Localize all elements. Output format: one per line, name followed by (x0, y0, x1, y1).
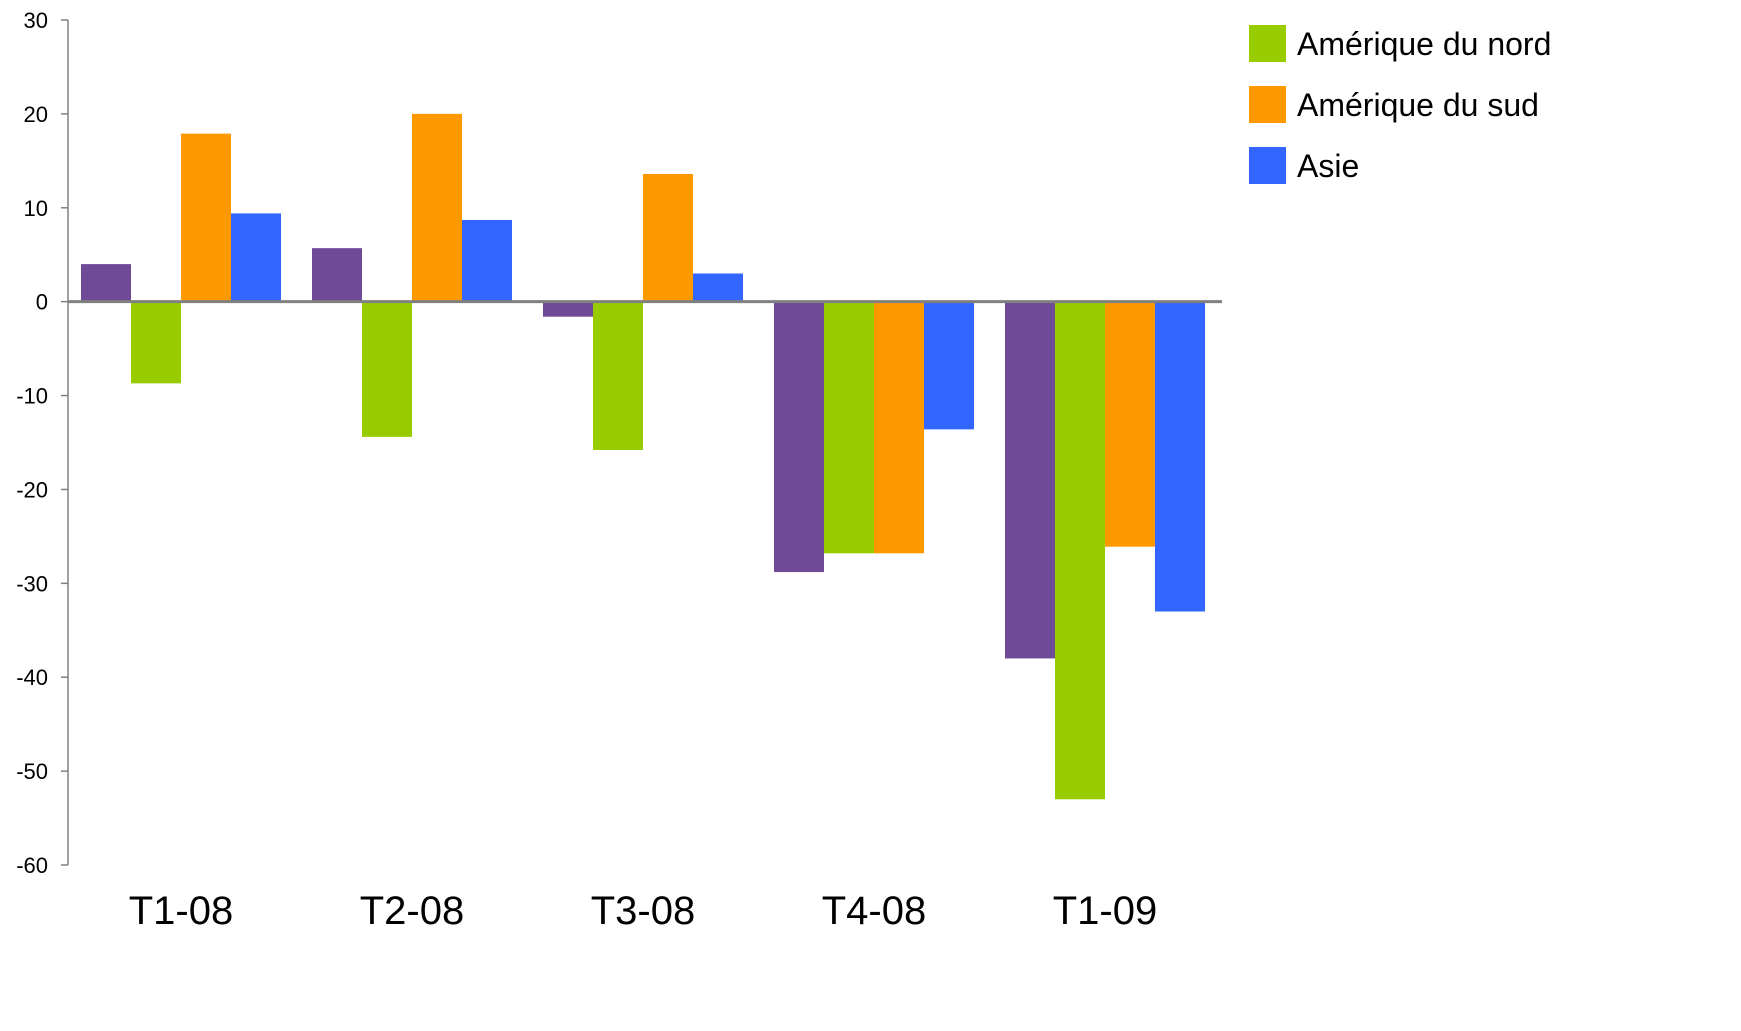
y-tick-label: -50 (16, 759, 48, 784)
bar (81, 264, 131, 302)
bar (774, 301, 824, 573)
category-label: T4-08 (822, 889, 927, 933)
category-label: T3-08 (591, 889, 696, 933)
category-labels: T1-08 T2-08 T3-08 T4-08 T1-09 (129, 889, 1158, 933)
bar (1105, 301, 1155, 547)
y-tick-label: -30 (16, 571, 48, 596)
bar (131, 301, 181, 384)
legend-label: Amérique du sud (1297, 87, 1539, 123)
y-tick-label: 0 (36, 290, 48, 315)
bar (593, 301, 643, 451)
bar (312, 248, 362, 302)
bar (643, 173, 693, 302)
bar (824, 301, 874, 554)
bar (693, 273, 743, 302)
bar (924, 301, 974, 430)
y-tick-label: -60 (16, 853, 48, 878)
bar (362, 301, 412, 437)
category-label: T2-08 (360, 889, 465, 933)
legend-label: Amérique du nord (1297, 26, 1551, 62)
bar (412, 113, 462, 302)
y-tick-label: -20 (16, 477, 48, 502)
bar (874, 301, 924, 554)
bar (231, 213, 281, 302)
bar (462, 219, 512, 302)
bars-layer (81, 113, 1205, 800)
bar (1155, 301, 1205, 612)
legend-swatch (1249, 25, 1286, 62)
legend-swatch (1249, 86, 1286, 123)
y-tick-label: 30 (24, 8, 48, 33)
y-ticks: 30 20 10 0 -10 -20 -30 -40 -50 -60 (16, 8, 68, 878)
y-tick-label: -40 (16, 665, 48, 690)
legend: Amérique du nord Amérique du sud Asie (1249, 25, 1551, 184)
y-tick-label: 20 (24, 102, 48, 127)
category-label: T1-08 (129, 889, 234, 933)
legend-label: Asie (1297, 148, 1359, 184)
legend-swatch (1249, 147, 1286, 184)
bar (181, 133, 231, 302)
bar (1005, 301, 1055, 659)
bar (543, 301, 593, 317)
category-label: T1-09 (1053, 889, 1158, 933)
bar (1055, 301, 1105, 800)
y-tick-label: 10 (24, 196, 48, 221)
y-tick-label: -10 (16, 384, 48, 409)
